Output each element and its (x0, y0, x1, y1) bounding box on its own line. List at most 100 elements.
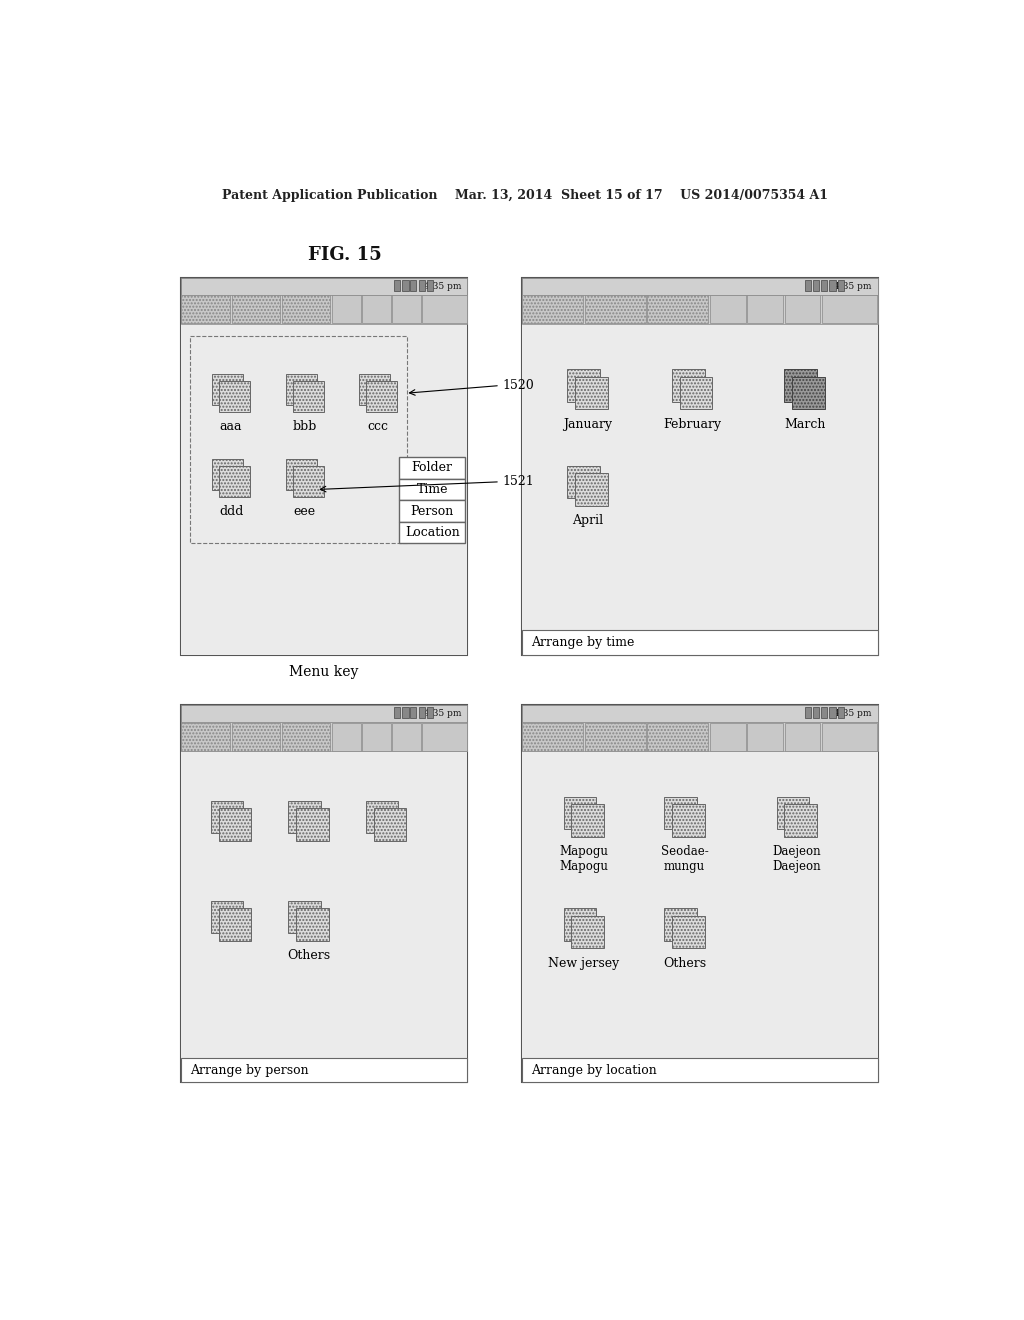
Bar (427, 280, 433, 290)
Bar (374, 808, 407, 841)
Text: March: March (784, 418, 825, 430)
Bar (521, 277, 879, 294)
Bar (180, 277, 467, 655)
Bar (522, 723, 584, 751)
Bar (672, 804, 705, 837)
Bar (366, 800, 398, 833)
Bar (180, 751, 467, 1082)
Text: 4:35 pm: 4:35 pm (835, 281, 872, 290)
Bar (829, 280, 836, 290)
Bar (359, 375, 390, 405)
Bar (181, 296, 230, 323)
Bar (190, 335, 407, 544)
Bar (784, 804, 817, 837)
Bar (180, 277, 467, 294)
Bar (822, 296, 878, 323)
Text: eee: eee (294, 506, 315, 517)
Bar (286, 375, 316, 405)
Bar (521, 631, 879, 655)
Text: 4:35 pm: 4:35 pm (424, 709, 461, 718)
Text: Seodae-
mungu: Seodae- mungu (660, 845, 709, 874)
Text: Time: Time (417, 483, 447, 496)
Bar (402, 280, 409, 290)
Text: Arrange by location: Arrange by location (531, 1064, 656, 1077)
Bar (776, 797, 809, 829)
Bar (563, 797, 596, 829)
Bar (180, 323, 467, 655)
Bar (784, 723, 820, 751)
Bar (521, 294, 879, 323)
Bar (289, 900, 321, 933)
Bar (571, 804, 604, 837)
Bar (296, 808, 329, 841)
Bar (784, 296, 820, 323)
Bar (710, 723, 745, 751)
Bar (282, 296, 331, 323)
Bar (402, 708, 409, 718)
Bar (522, 296, 584, 323)
Bar (821, 280, 827, 290)
Bar (521, 705, 879, 722)
Bar (286, 459, 316, 490)
Bar (180, 1057, 467, 1082)
Text: Person: Person (411, 504, 454, 517)
Text: ddd: ddd (219, 506, 244, 517)
Text: aaa: aaa (220, 420, 243, 433)
Text: April: April (572, 515, 603, 527)
Text: Folder: Folder (412, 462, 453, 474)
Bar (231, 723, 281, 751)
Text: Menu key: Menu key (290, 665, 358, 678)
Bar (571, 916, 604, 948)
Bar (219, 466, 250, 496)
Bar (180, 705, 467, 722)
Text: FIG. 15: FIG. 15 (308, 246, 382, 264)
Bar (521, 323, 879, 655)
Bar (362, 296, 391, 323)
Text: Patent Application Publication    Mar. 13, 2014  Sheet 15 of 17    US 2014/00753: Patent Application Publication Mar. 13, … (222, 189, 827, 202)
Bar (392, 723, 421, 751)
Bar (212, 459, 243, 490)
Bar (296, 908, 329, 941)
Text: Others: Others (663, 957, 706, 970)
Bar (748, 723, 783, 751)
Bar (422, 296, 467, 323)
Bar (392, 296, 421, 323)
Bar (585, 723, 646, 751)
Bar (282, 723, 331, 751)
Bar (829, 708, 836, 718)
Bar (399, 521, 465, 544)
Bar (419, 280, 425, 290)
Bar (822, 723, 878, 751)
Bar (521, 751, 879, 1082)
Text: Others: Others (287, 949, 330, 962)
Text: bbb: bbb (293, 420, 316, 433)
Bar (563, 908, 596, 941)
Bar (212, 375, 243, 405)
Text: 1520: 1520 (503, 379, 535, 392)
Bar (521, 1057, 879, 1082)
Text: January: January (563, 418, 612, 430)
Bar (410, 280, 417, 290)
Bar (521, 705, 879, 1082)
Bar (672, 370, 705, 401)
Bar (289, 800, 321, 833)
Bar (821, 708, 827, 718)
Bar (394, 708, 400, 718)
Bar (813, 708, 819, 718)
Bar (585, 296, 646, 323)
Bar (567, 370, 600, 401)
Bar (419, 708, 425, 718)
Bar (838, 280, 844, 290)
Bar (813, 280, 819, 290)
Bar (211, 900, 244, 933)
Bar (521, 277, 879, 655)
Bar (367, 381, 397, 412)
Bar (422, 723, 467, 751)
Bar (180, 722, 467, 751)
Bar (427, 708, 433, 718)
Bar (665, 908, 697, 941)
Bar (665, 797, 697, 829)
Bar (180, 294, 467, 323)
Bar (180, 705, 467, 1082)
Bar (575, 474, 607, 506)
